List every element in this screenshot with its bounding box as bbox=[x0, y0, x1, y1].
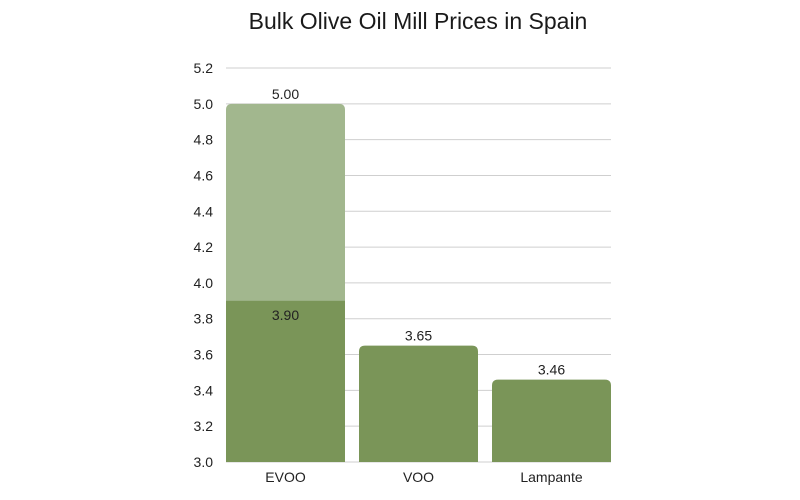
value-labels: 5.00 3.90 3.65 3.46 bbox=[272, 86, 565, 378]
y-tick-label: 4.8 bbox=[194, 132, 214, 148]
bar-lampante bbox=[492, 379, 611, 462]
y-tick-label: 5.0 bbox=[194, 96, 214, 112]
y-tick-label: 3.2 bbox=[194, 418, 214, 434]
chart-title: Bulk Olive Oil Mill Prices in Spain bbox=[248, 8, 588, 34]
value-label: 3.65 bbox=[405, 328, 432, 344]
x-tick-label: EVOO bbox=[265, 469, 306, 485]
y-tick-label: 4.2 bbox=[194, 239, 214, 255]
bar-evoo bbox=[226, 300, 345, 462]
value-label: 3.90 bbox=[272, 307, 299, 323]
bars bbox=[226, 103, 611, 463]
value-label: 3.46 bbox=[538, 362, 565, 378]
y-tick-label: 4.6 bbox=[194, 167, 214, 183]
bar-voo bbox=[359, 345, 478, 462]
y-axis-ticks: 3.0 3.2 3.4 3.6 3.8 4.0 4.2 4.4 4.6 4.8 5.0 5.2 bbox=[194, 60, 214, 470]
highlight-value-label: 5.00 bbox=[272, 86, 299, 102]
y-tick-label: 3.6 bbox=[194, 347, 214, 363]
y-tick-label: 3.4 bbox=[194, 382, 214, 398]
y-tick-label: 5.2 bbox=[194, 60, 214, 76]
x-tick-label: Lampante bbox=[520, 469, 582, 485]
x-axis-ticks: EVOO VOO Lampante bbox=[265, 469, 583, 485]
x-tick-label: VOO bbox=[403, 469, 434, 485]
y-tick-label: 3.8 bbox=[194, 311, 214, 327]
y-tick-label: 3.0 bbox=[194, 454, 214, 470]
y-tick-label: 4.4 bbox=[194, 203, 214, 219]
y-tick-label: 4.0 bbox=[194, 275, 214, 291]
